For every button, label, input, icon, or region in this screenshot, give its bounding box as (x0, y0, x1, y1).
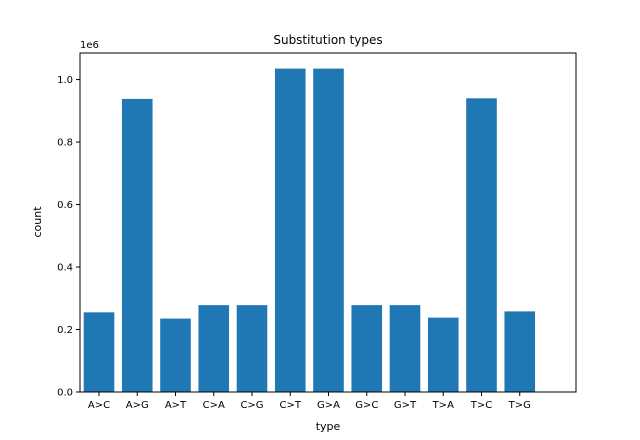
y-tick-label: 1.0 (57, 75, 73, 86)
x-tick-label: T>G (508, 400, 531, 411)
chart-title: Substitution types (273, 33, 382, 47)
bar-G>C (351, 305, 383, 392)
x-tick-label: A>T (165, 400, 187, 411)
y-axis-label: count (31, 206, 44, 238)
bar-A>G (121, 98, 153, 393)
x-tick-label: C>G (240, 400, 263, 411)
x-tick-label: A>G (126, 400, 149, 411)
x-tick-label: C>A (203, 400, 225, 411)
x-tick-label: T>A (432, 400, 454, 411)
x-tick-label: A>C (88, 400, 110, 411)
x-ticks-group: A>C A>G A>T C>A C>G C>T G>A G>C G>T T>A T>C T>G (88, 392, 531, 411)
x-tick-label: C>T (280, 400, 302, 411)
bar-C>A (198, 305, 230, 392)
y-tick-label: 0.2 (57, 325, 73, 336)
plot-frame (79, 52, 577, 393)
bar-T>C (466, 98, 497, 393)
x-tick-label: G>A (317, 400, 340, 411)
x-tick-label: G>T (394, 400, 417, 411)
bar-A>T (160, 318, 191, 392)
y-offset-label: 1e6 (80, 40, 99, 51)
y-tick-label: 0.0 (57, 388, 73, 399)
x-axis-label: type (316, 420, 341, 433)
bar-T>A (427, 317, 459, 392)
y-tick-label: 0.8 (57, 138, 73, 149)
x-tick-label: G>C (355, 400, 378, 411)
bar-G>A (313, 68, 344, 393)
bar-C>T (274, 68, 306, 393)
y-tick-label: 0.6 (57, 200, 73, 211)
y-ticks-group: 0.0 0.2 0.4 0.6 0.8 1.0 (57, 75, 80, 399)
bar-T>G (504, 311, 536, 392)
bars-group (83, 68, 536, 393)
bar-G>T (389, 305, 421, 392)
x-tick-label: T>C (470, 400, 492, 411)
bar-A>C (83, 312, 115, 392)
y-tick-label: 0.4 (57, 263, 73, 274)
bar-C>G (236, 305, 268, 392)
